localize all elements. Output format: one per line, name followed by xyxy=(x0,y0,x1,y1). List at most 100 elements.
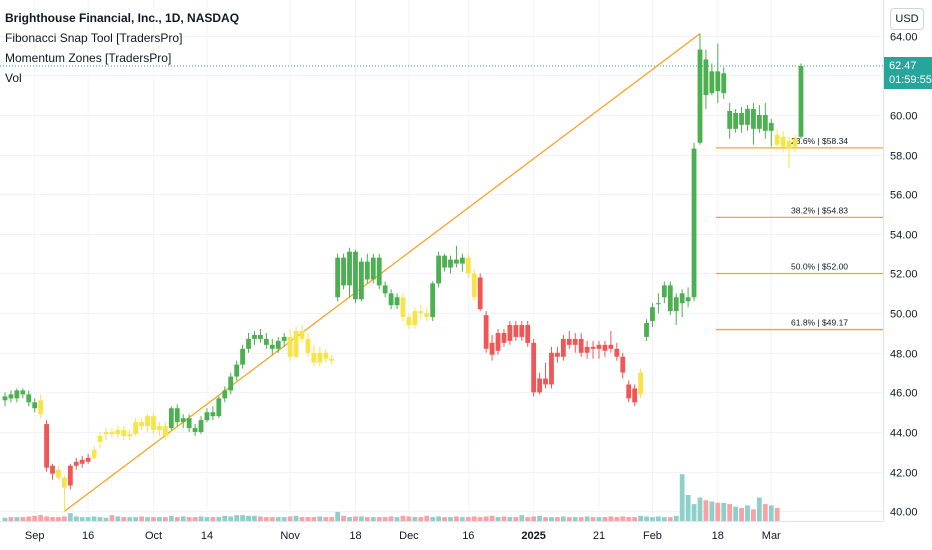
candle-body xyxy=(20,390,26,395)
candle-body xyxy=(14,390,20,399)
candle-body xyxy=(174,408,180,423)
currency-button[interactable]: USD xyxy=(890,8,924,30)
candle xyxy=(739,107,744,133)
candle-body xyxy=(258,334,263,339)
candle xyxy=(62,475,67,512)
candle xyxy=(418,305,424,320)
volume-bar xyxy=(733,506,739,521)
volume-bar xyxy=(44,516,49,521)
candle-body xyxy=(525,325,531,343)
indicator-momentum-zones[interactable]: Momentum Zones [TradersPro] xyxy=(5,51,172,65)
candle xyxy=(703,49,709,109)
candle-body xyxy=(388,293,394,306)
volume-bar xyxy=(406,516,412,521)
volume-bar xyxy=(103,517,109,521)
candle xyxy=(774,128,780,151)
candle xyxy=(679,289,685,318)
volume-bar xyxy=(204,517,210,521)
volume-bar xyxy=(85,517,91,521)
volume-bar xyxy=(555,517,560,521)
volume-bar xyxy=(359,516,364,521)
candle xyxy=(85,453,91,464)
volume-bar xyxy=(495,517,501,521)
candle xyxy=(745,105,750,131)
x-tick-label: 14 xyxy=(201,530,213,542)
volume-bar xyxy=(620,516,626,521)
candle xyxy=(489,334,495,361)
candle-body xyxy=(38,400,44,415)
volume-bar xyxy=(26,516,32,521)
volume-bar xyxy=(376,517,382,521)
y-tick-label: 46.00 xyxy=(890,388,918,400)
candle-body xyxy=(644,323,649,337)
candle xyxy=(471,269,477,302)
time-axis[interactable]: Sep 16 Oct 14 Nov 18 Dec 16 2025 21 Feb 18 Mar xyxy=(25,530,781,542)
candle-body xyxy=(50,465,55,474)
price-tag: 62.47 01:59:55 xyxy=(884,56,932,89)
candle-body xyxy=(204,412,210,421)
candle-body xyxy=(192,428,198,433)
candle xyxy=(596,340,602,359)
volume-bar xyxy=(537,515,542,521)
candle xyxy=(513,321,519,341)
candle-body xyxy=(501,332,507,343)
volume-bar xyxy=(38,515,44,521)
candle-body xyxy=(139,422,145,427)
candle-body xyxy=(246,338,251,349)
candle-body xyxy=(56,469,61,478)
volume-bar xyxy=(353,516,358,521)
candle-body xyxy=(341,257,346,286)
candle xyxy=(228,372,234,395)
candle xyxy=(91,445,97,460)
volume-bar xyxy=(305,517,311,521)
volume-bar xyxy=(751,509,756,521)
volume-bar xyxy=(151,517,156,521)
candle xyxy=(756,105,762,133)
candle xyxy=(145,414,150,433)
volume-bar xyxy=(317,516,323,521)
trendline[interactable] xyxy=(64,33,701,512)
volume-bar xyxy=(32,515,38,521)
volume-bar xyxy=(97,517,103,521)
x-tick-label: Mar xyxy=(762,530,781,542)
candle xyxy=(67,463,73,490)
volume-bar xyxy=(252,515,257,521)
volume-bar xyxy=(216,517,222,521)
candle-body xyxy=(115,430,121,435)
volume-bar xyxy=(513,517,519,521)
volume-bar xyxy=(145,517,150,521)
candle-body xyxy=(8,394,14,399)
volume-bar xyxy=(566,517,572,521)
candle-body xyxy=(727,110,733,129)
volume-bar xyxy=(483,516,489,521)
candle-body xyxy=(543,378,548,385)
volume-bar xyxy=(721,502,727,521)
candle xyxy=(614,342,620,361)
volume-bar xyxy=(139,516,145,521)
volume-bar xyxy=(323,517,329,521)
volume-bar xyxy=(50,517,55,521)
candle xyxy=(650,303,655,327)
candle xyxy=(685,287,691,308)
candle xyxy=(661,281,667,304)
indicator-volume[interactable]: Vol xyxy=(5,71,22,85)
volume-bar xyxy=(525,517,531,521)
candle xyxy=(620,352,626,379)
fib-level-label: 50.0% | $52.00 xyxy=(791,261,848,271)
candle xyxy=(79,455,85,468)
candle-body xyxy=(394,297,400,306)
candle-body xyxy=(572,338,578,345)
candle xyxy=(20,388,26,399)
candle-body xyxy=(697,49,703,143)
candle xyxy=(507,321,513,345)
candle xyxy=(549,346,554,389)
candle-body xyxy=(430,283,436,318)
y-tick-label: 58.00 xyxy=(890,151,918,163)
symbol-title[interactable]: Brighthouse Financial, Inc., 1D, NASDAQ xyxy=(5,11,240,25)
candle-body xyxy=(311,352,317,363)
volume-bar xyxy=(644,516,649,521)
candle xyxy=(436,251,442,288)
candle-body xyxy=(715,71,721,92)
indicator-fib-snap[interactable]: Fibonacci Snap Tool [TradersPro] xyxy=(5,31,183,45)
